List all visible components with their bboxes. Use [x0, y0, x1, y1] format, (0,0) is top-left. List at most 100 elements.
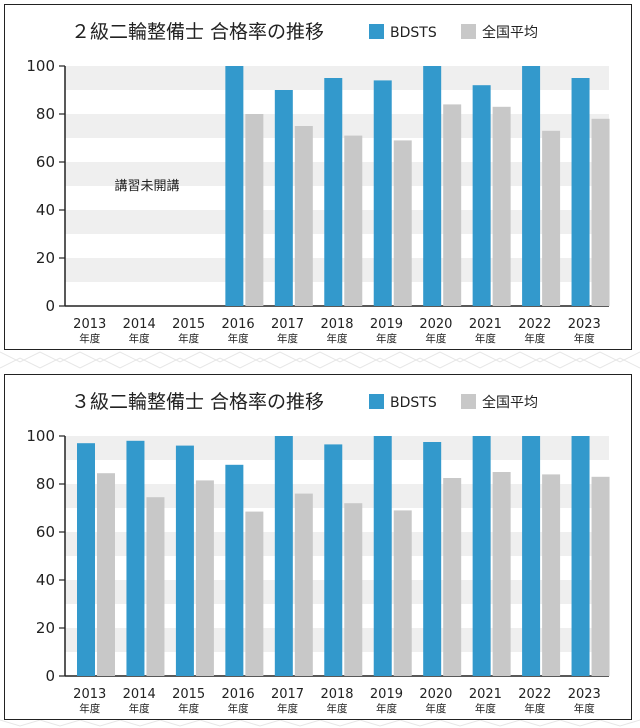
x-tick-sublabel: 年度	[425, 702, 446, 715]
x-tick-sublabel: 年度	[228, 332, 249, 345]
chart-title: ３級二輪整備士 合格率の推移	[71, 391, 324, 413]
legend-label-bdsts: BDSTS	[390, 395, 437, 411]
y-tick-label: 20	[36, 619, 55, 637]
bar-national-2023	[591, 118, 610, 306]
y-tick-label: 80	[36, 105, 55, 123]
bar-bdsts-2016	[225, 464, 244, 676]
bar-national-2020	[443, 478, 462, 676]
x-tick-label: 2013	[73, 687, 106, 702]
y-tick-label: 0	[45, 667, 55, 685]
x-tick-sublabel: 年度	[277, 702, 298, 715]
bar-bdsts-2020	[423, 66, 442, 306]
x-tick-label: 2017	[271, 317, 304, 332]
legend-label-bdsts: BDSTS	[390, 25, 437, 41]
x-tick-sublabel: 年度	[327, 332, 348, 345]
x-tick-label: 2013	[73, 317, 106, 332]
bar-national-2019	[393, 510, 412, 676]
legend-swatch-national	[461, 24, 476, 39]
x-tick-label: 2018	[320, 687, 353, 702]
bar-national-2018	[344, 135, 363, 306]
legend-swatch-bdsts	[369, 394, 384, 409]
x-tick-sublabel: 年度	[277, 332, 298, 345]
bar-bdsts-2021	[472, 436, 491, 676]
x-tick-label: 2014	[123, 687, 156, 702]
bar-national-2018	[344, 503, 363, 676]
x-tick-label: 2019	[370, 687, 403, 702]
x-tick-label: 2020	[419, 687, 452, 702]
x-tick-label: 2019	[370, 317, 403, 332]
x-tick-sublabel: 年度	[79, 702, 100, 715]
y-tick-label: 100	[26, 57, 55, 75]
bar-national-2023	[591, 476, 610, 676]
bar-bdsts-2021	[472, 85, 491, 306]
x-tick-sublabel: 年度	[475, 702, 496, 715]
legend-swatch-national	[461, 394, 476, 409]
x-tick-label: 2015	[172, 317, 205, 332]
bar-bdsts-2014	[126, 440, 145, 676]
bar-bdsts-2013	[77, 443, 95, 676]
x-tick-label: 2022	[518, 687, 551, 702]
legend-label-national: 全国平均	[482, 394, 538, 411]
bar-bdsts-2018	[324, 444, 343, 676]
bar-national-2016	[245, 511, 264, 676]
x-tick-label: 2022	[518, 317, 551, 332]
bar-bdsts-2015	[175, 445, 194, 676]
bar-bdsts-2022	[522, 66, 541, 306]
x-tick-sublabel: 年度	[524, 332, 545, 345]
x-tick-sublabel: 年度	[178, 702, 199, 715]
x-tick-label: 2014	[123, 317, 156, 332]
chart-panel-level2: ２級二輪整備士 合格率の推移 BDSTS 全国平均 0 20 40 60 80 100 2013 年…	[4, 4, 632, 350]
x-tick-label: 2023	[568, 687, 601, 702]
x-tick-label: 2017	[271, 687, 304, 702]
x-tick-sublabel: 年度	[574, 702, 595, 715]
x-tick-label: 2018	[320, 317, 353, 332]
bar-bdsts-2017	[274, 436, 293, 676]
bar-national-2017	[294, 126, 313, 306]
x-tick-sublabel: 年度	[425, 332, 446, 345]
y-tick-label: 40	[36, 571, 55, 589]
x-tick-label: 2021	[469, 687, 502, 702]
bar-bdsts-2023	[571, 436, 590, 676]
y-tick-label: 20	[36, 249, 55, 267]
bar-national-2014	[146, 497, 165, 676]
legend-label-national: 全国平均	[482, 24, 538, 41]
x-tick-sublabel: 年度	[524, 702, 545, 715]
y-tick-label: 60	[36, 523, 55, 541]
x-tick-sublabel: 年度	[376, 702, 397, 715]
x-tick-sublabel: 年度	[327, 702, 348, 715]
x-tick-sublabel: 年度	[475, 332, 496, 345]
x-tick-sublabel: 年度	[228, 702, 249, 715]
bar-bdsts-2018	[324, 78, 343, 306]
bar-bdsts-2016	[225, 66, 244, 306]
bar-bdsts-2017	[274, 90, 293, 306]
bar-national-2019	[393, 140, 412, 306]
bar-national-2021	[492, 472, 511, 676]
bar-national-2020	[443, 104, 462, 307]
bar-national-2015	[195, 480, 214, 676]
y-tick-label: 40	[36, 201, 55, 219]
chart-panel-level3: ３級二輪整備士 合格率の推移 BDSTS 全国平均 0 20 40 60 80 100 2013 年…	[4, 374, 632, 720]
bar-bdsts-2019	[373, 80, 392, 307]
bar-national-2022	[542, 474, 561, 676]
y-tick-label: 0	[45, 297, 55, 315]
chart-level3: ３級二輪整備士 合格率の推移 BDSTS 全国平均0204060801002013年…	[26, 391, 610, 715]
x-tick-sublabel: 年度	[129, 702, 150, 715]
bar-national-2017	[294, 493, 313, 676]
x-tick-label: 2016	[222, 687, 255, 702]
x-tick-sublabel: 年度	[79, 332, 100, 345]
x-tick-label: 2023	[568, 317, 601, 332]
chart-level2: ２級二輪整備士 合格率の推移 BDSTS 全国平均0204060801002013年…	[26, 21, 610, 345]
x-tick-sublabel: 年度	[574, 332, 595, 345]
legend-swatch-bdsts	[369, 24, 384, 39]
y-tick-label: 80	[36, 475, 55, 493]
x-tick-label: 2016	[222, 317, 255, 332]
chart-title: ２級二輪整備士 合格率の推移	[71, 21, 324, 43]
x-tick-label: 2020	[419, 317, 452, 332]
x-tick-sublabel: 年度	[376, 332, 397, 345]
x-tick-label: 2021	[469, 317, 502, 332]
bar-bdsts-2019	[373, 436, 392, 676]
x-tick-label: 2015	[172, 687, 205, 702]
y-tick-label: 100	[26, 427, 55, 445]
bar-bdsts-2020	[423, 442, 442, 676]
